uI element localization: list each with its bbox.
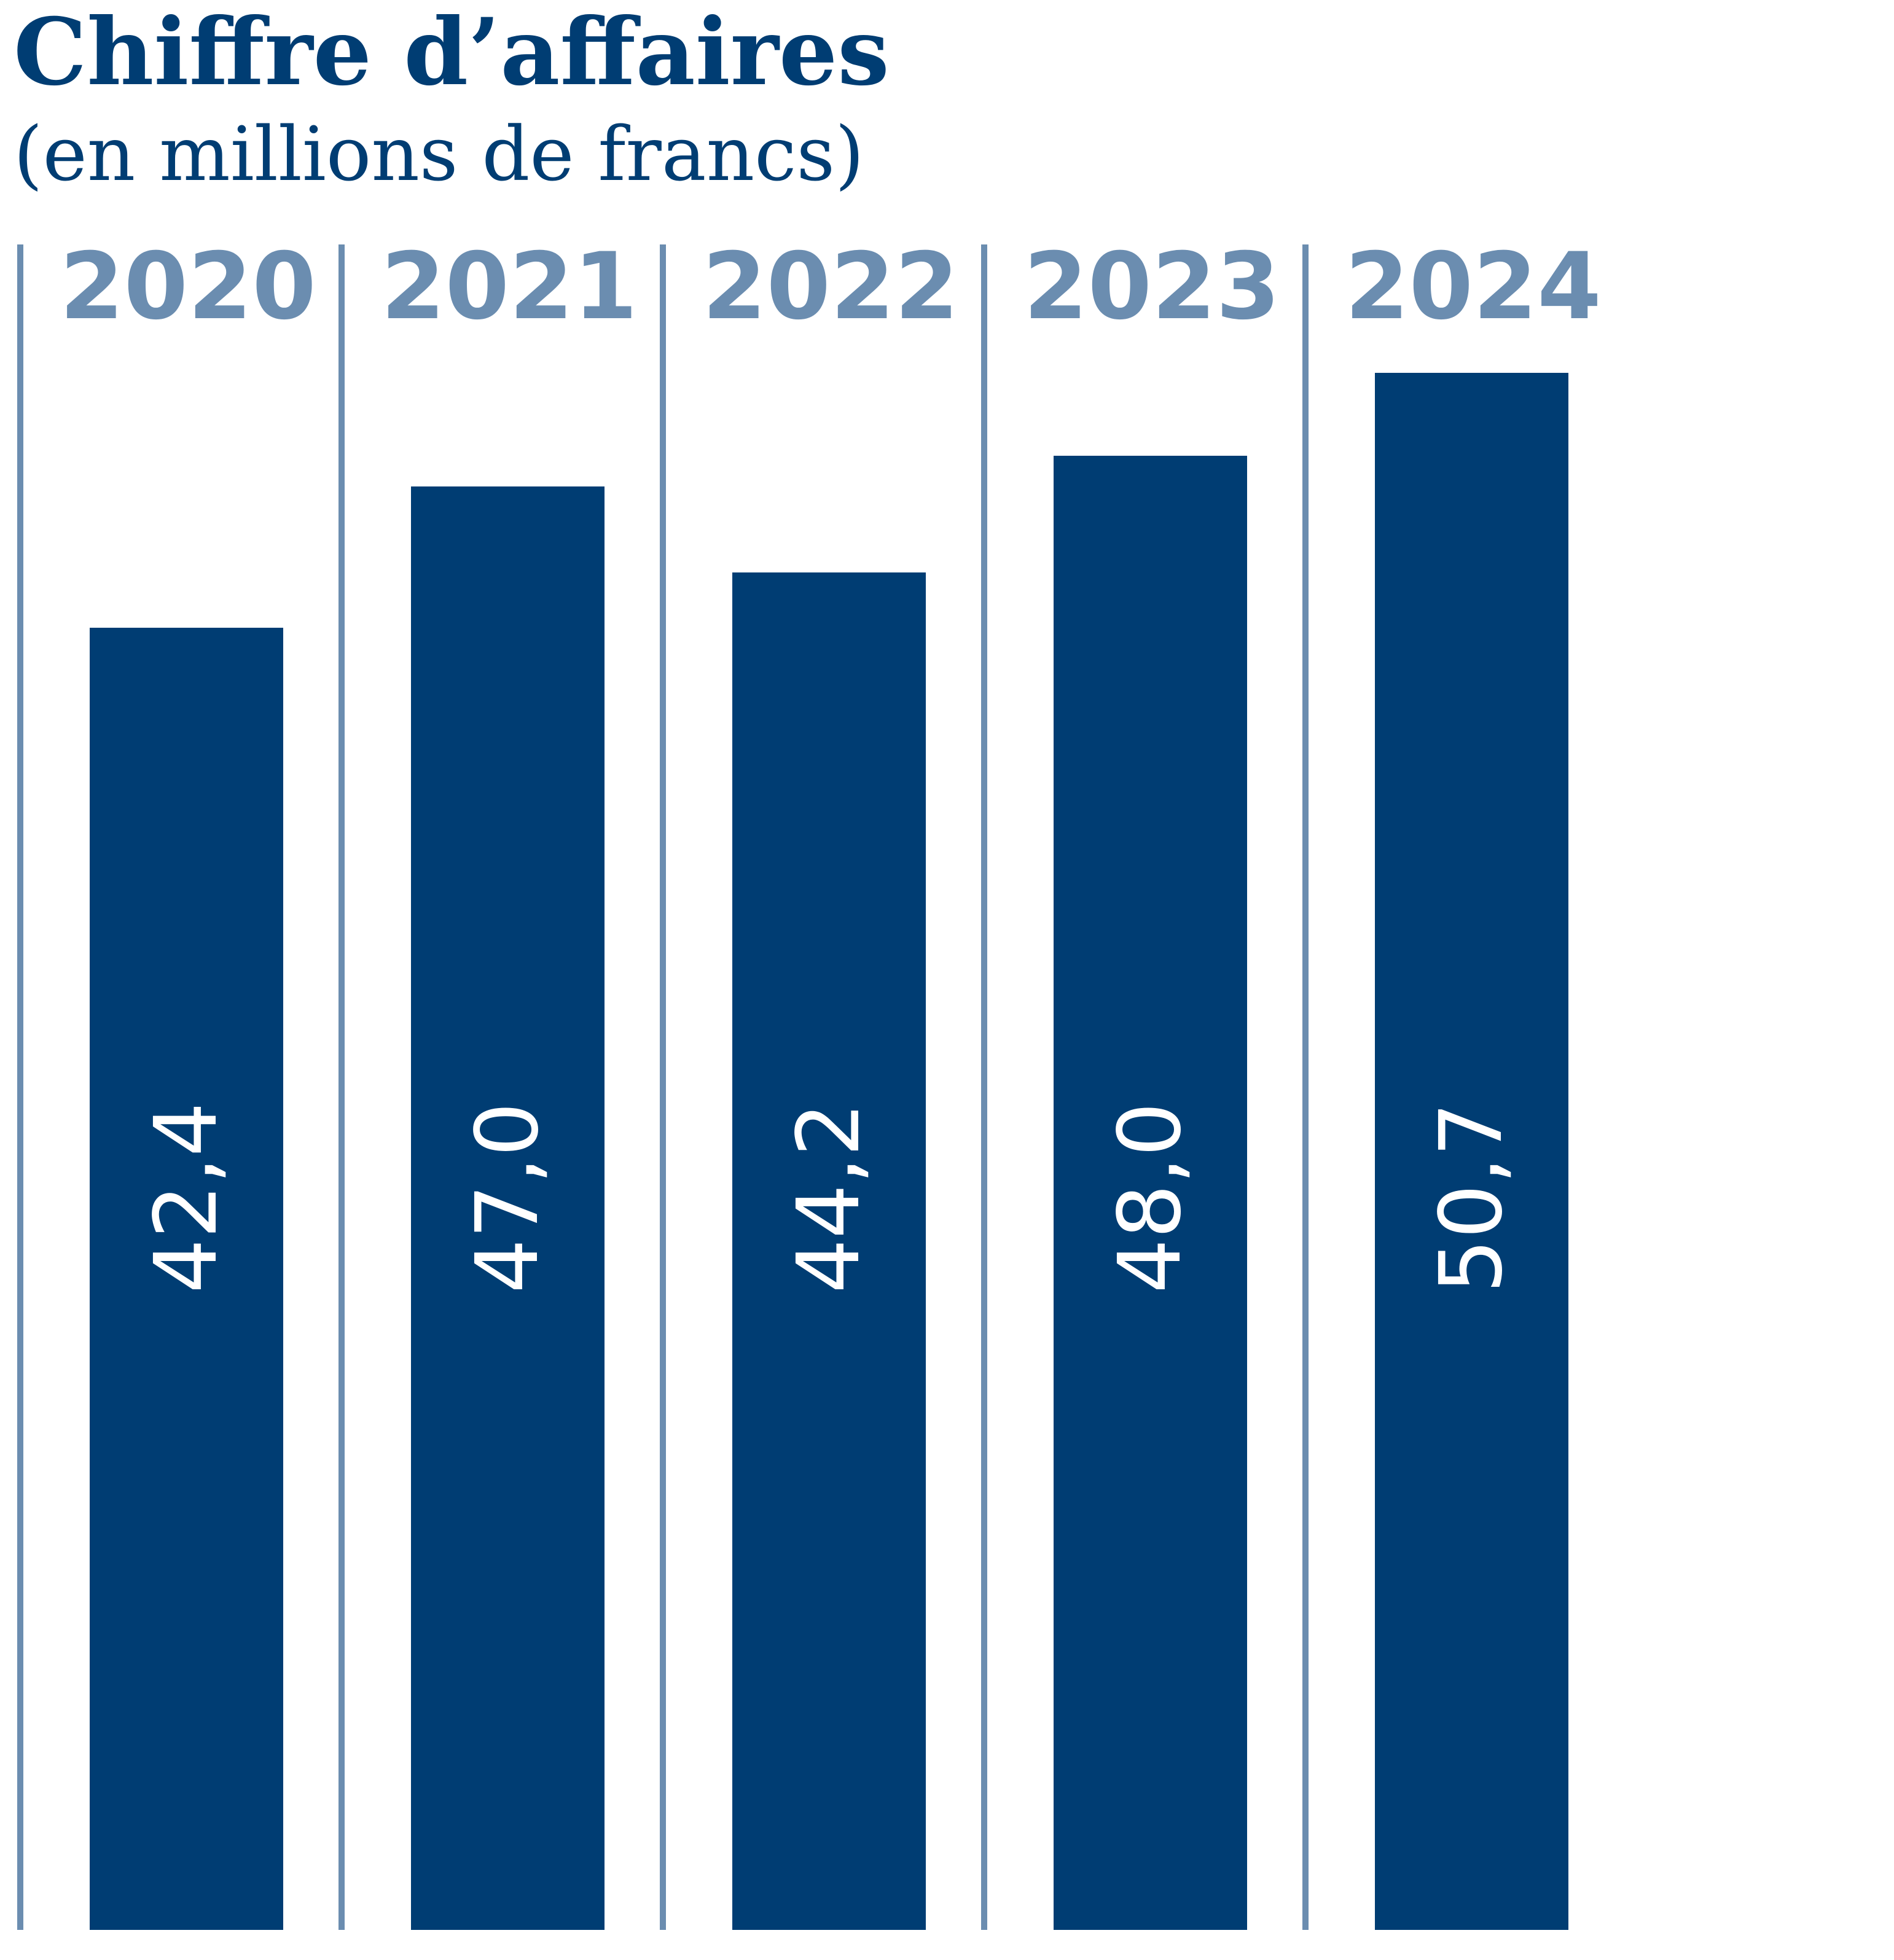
bar: [732, 572, 926, 1930]
chart-subtitle: (en millions de francs): [14, 111, 864, 198]
column-divider: [338, 244, 345, 1930]
column-divider: [1302, 244, 1309, 1930]
column-divider: [17, 244, 23, 1930]
value-label: 44,2: [779, 1102, 879, 1294]
value-label: 50,7: [1422, 1102, 1522, 1294]
year-label: 2020: [60, 233, 316, 340]
year-label: 2022: [702, 233, 958, 340]
value-label: 47,0: [458, 1102, 558, 1294]
year-label: 2021: [381, 233, 637, 340]
bar: [1375, 373, 1568, 1930]
value-label: 48,0: [1100, 1102, 1200, 1294]
column-divider: [660, 244, 666, 1930]
bar: [90, 628, 283, 1930]
year-label: 2023: [1023, 233, 1280, 340]
bar: [1054, 456, 1247, 1930]
column-divider: [981, 244, 987, 1930]
chart-title: Chiffre d’affaires: [14, 0, 890, 106]
year-label: 2024: [1345, 233, 1601, 340]
bar: [411, 486, 605, 1930]
value-label: 42,4: [136, 1102, 237, 1294]
